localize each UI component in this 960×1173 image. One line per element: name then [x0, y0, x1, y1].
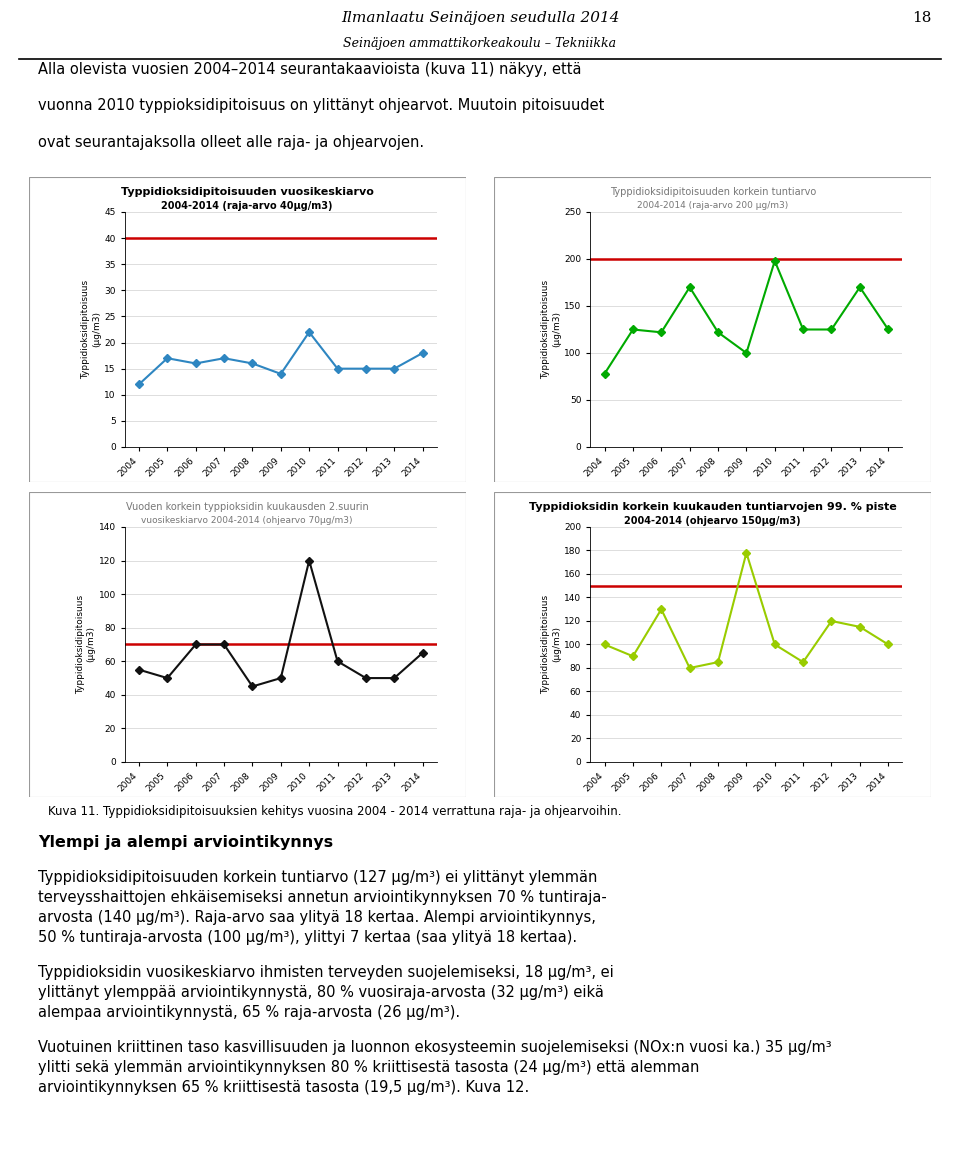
Text: Typpidioksidipitoisuuden korkein tuntiarvo (127 μg/m³) ei ylittänyt ylemmän: Typpidioksidipitoisuuden korkein tuntiar… [38, 870, 598, 884]
Text: alempaa arviointikynnystä, 65 % raja-arvosta (26 μg/m³).: alempaa arviointikynnystä, 65 % raja-arv… [38, 1005, 461, 1021]
Text: arvosta (140 μg/m³). Raja-arvo saa ylityä 18 kertaa. Alempi arviointikynnys,: arvosta (140 μg/m³). Raja-arvo saa ylity… [38, 910, 596, 925]
Text: Alla olevista vuosien 2004–2014 seurantakaavioista (kuva 11) näkyy, että: Alla olevista vuosien 2004–2014 seuranta… [38, 62, 582, 77]
Text: ylittänyt ylemppää arviointikynnystä, 80 % vuosiraja-arvosta (32 μg/m³) eikä: ylittänyt ylemppää arviointikynnystä, 80… [38, 985, 604, 1001]
Text: terveysshaittojen ehkäisemiseksi annetun arviointikynnyksen 70 % tuntiraja-: terveysshaittojen ehkäisemiseksi annetun… [38, 890, 607, 906]
Text: ylitti sekä ylemmän arviointikynnyksen 80 % kriittisestä tasosta (24 μg/m³) että: ylitti sekä ylemmän arviointikynnyksen 8… [38, 1060, 700, 1074]
Text: 2004-2014 (raja-arvo 200 μg/m3): 2004-2014 (raja-arvo 200 μg/m3) [637, 201, 788, 210]
Text: Typpidioksidipitoisuuden vuosikeskiarvo: Typpidioksidipitoisuuden vuosikeskiarvo [121, 187, 373, 197]
Text: 18: 18 [912, 11, 931, 25]
Text: Vuoden korkein typpioksidin kuukausden 2.suurin: Vuoden korkein typpioksidin kuukausden 2… [126, 502, 369, 511]
Text: Typpidioksidin korkein kuukauden tuntiarvojen 99. % piste: Typpidioksidin korkein kuukauden tuntiar… [529, 502, 897, 511]
Y-axis label: Typpidioksidipitoisuus
(μg/m3): Typpidioksidipitoisuus (μg/m3) [82, 280, 102, 379]
Text: Ilmanlaatu Seinäjoen seudulla 2014: Ilmanlaatu Seinäjoen seudulla 2014 [341, 11, 619, 25]
Y-axis label: Typpidioksidipitoisuus
(μg/m3): Typpidioksidipitoisuus (μg/m3) [541, 595, 562, 694]
Text: Kuva 11. Typpidioksidipitoisuuksien kehitys vuosina 2004 - 2014 verrattuna raja-: Kuva 11. Typpidioksidipitoisuuksien kehi… [48, 805, 621, 818]
Text: ovat seurantajaksolla olleet alle raja- ja ohjearvojen.: ovat seurantajaksolla olleet alle raja- … [38, 135, 424, 150]
Text: Typpidioksidipitoisuuden korkein tuntiarvo: Typpidioksidipitoisuuden korkein tuntiar… [610, 187, 816, 197]
Text: Vuotuinen kriittinen taso kasvillisuuden ja luonnon ekosysteemin suojelemiseksi : Vuotuinen kriittinen taso kasvillisuuden… [38, 1040, 832, 1055]
Text: arviointikynnyksen 65 % kriittisestä tasosta (19,5 μg/m³). Kuva 12.: arviointikynnyksen 65 % kriittisestä tas… [38, 1080, 530, 1096]
Text: vuosikeskiarvo 2004-2014 (ohjearvo 70μg/m3): vuosikeskiarvo 2004-2014 (ohjearvo 70μg/… [141, 516, 353, 526]
Text: 2004-2014 (raja-arvo 40μg/m3): 2004-2014 (raja-arvo 40μg/m3) [161, 201, 333, 211]
Text: Seinäjoen ammattikorkeakoulu – Tekniikka: Seinäjoen ammattikorkeakoulu – Tekniikka [344, 38, 616, 50]
Text: 2004-2014 (ohjearvo 150μg/m3): 2004-2014 (ohjearvo 150μg/m3) [625, 516, 801, 526]
Y-axis label: Typpidioksidipitoisuus
(μg/m3): Typpidioksidipitoisuus (μg/m3) [541, 280, 562, 379]
Text: vuonna 2010 typpioksidipitoisuus on ylittänyt ohjearvot. Muutoin pitoisuudet: vuonna 2010 typpioksidipitoisuus on ylit… [38, 99, 605, 114]
Text: Typpidioksidin vuosikeskiarvo ihmisten terveyden suojelemiseksi, 18 μg/m³, ei: Typpidioksidin vuosikeskiarvo ihmisten t… [38, 965, 614, 979]
Text: 50 % tuntiraja-arvosta (100 μg/m³), ylittyi 7 kertaa (saa ylityä 18 kertaa).: 50 % tuntiraja-arvosta (100 μg/m³), ylit… [38, 930, 578, 945]
Text: Ylempi ja alempi arviointikynnys: Ylempi ja alempi arviointikynnys [38, 835, 333, 850]
Y-axis label: Typpidioksidipitoisuus
(μg/m3): Typpidioksidipitoisuus (μg/m3) [76, 595, 96, 694]
